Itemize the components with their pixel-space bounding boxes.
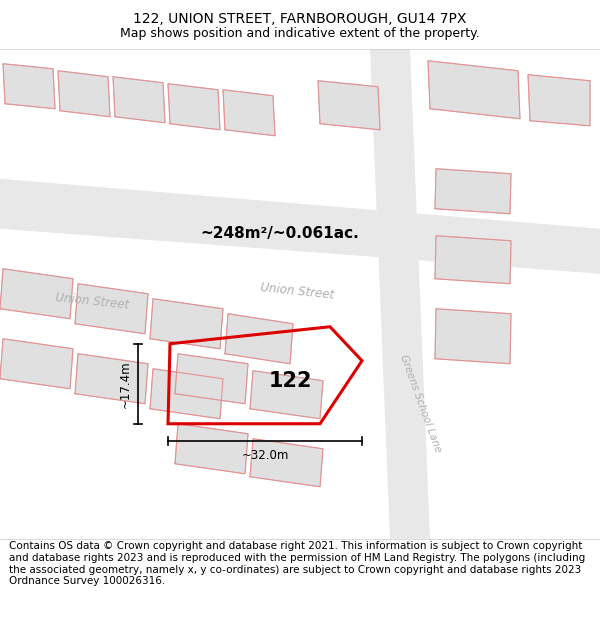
Polygon shape: [168, 84, 220, 130]
Polygon shape: [75, 284, 148, 334]
Polygon shape: [250, 439, 323, 487]
Text: Union Street: Union Street: [260, 281, 335, 302]
Text: Greens School Lane: Greens School Lane: [398, 354, 442, 454]
Polygon shape: [225, 314, 293, 364]
Polygon shape: [175, 424, 248, 474]
Polygon shape: [175, 354, 248, 404]
Polygon shape: [75, 354, 148, 404]
Polygon shape: [435, 169, 511, 214]
Polygon shape: [0, 339, 73, 389]
Text: ~17.4m: ~17.4m: [119, 360, 132, 408]
Polygon shape: [528, 75, 590, 126]
Polygon shape: [150, 299, 223, 349]
Polygon shape: [223, 90, 275, 136]
Polygon shape: [435, 236, 511, 284]
Polygon shape: [58, 71, 110, 117]
Polygon shape: [435, 309, 511, 364]
Text: 122: 122: [268, 371, 312, 391]
Polygon shape: [370, 49, 430, 539]
Polygon shape: [3, 64, 55, 109]
Text: ~248m²/~0.061ac.: ~248m²/~0.061ac.: [200, 226, 359, 241]
Polygon shape: [113, 77, 165, 122]
Text: Contains OS data © Crown copyright and database right 2021. This information is : Contains OS data © Crown copyright and d…: [9, 541, 585, 586]
Text: ~32.0m: ~32.0m: [241, 449, 289, 462]
Text: Map shows position and indicative extent of the property.: Map shows position and indicative extent…: [120, 27, 480, 40]
Polygon shape: [150, 369, 223, 419]
Polygon shape: [318, 81, 380, 130]
Polygon shape: [428, 61, 520, 119]
Text: 122, UNION STREET, FARNBOROUGH, GU14 7PX: 122, UNION STREET, FARNBOROUGH, GU14 7PX: [133, 12, 467, 26]
Polygon shape: [250, 371, 323, 419]
Polygon shape: [0, 269, 73, 319]
Text: Union Street: Union Street: [55, 291, 130, 312]
Polygon shape: [0, 179, 600, 274]
